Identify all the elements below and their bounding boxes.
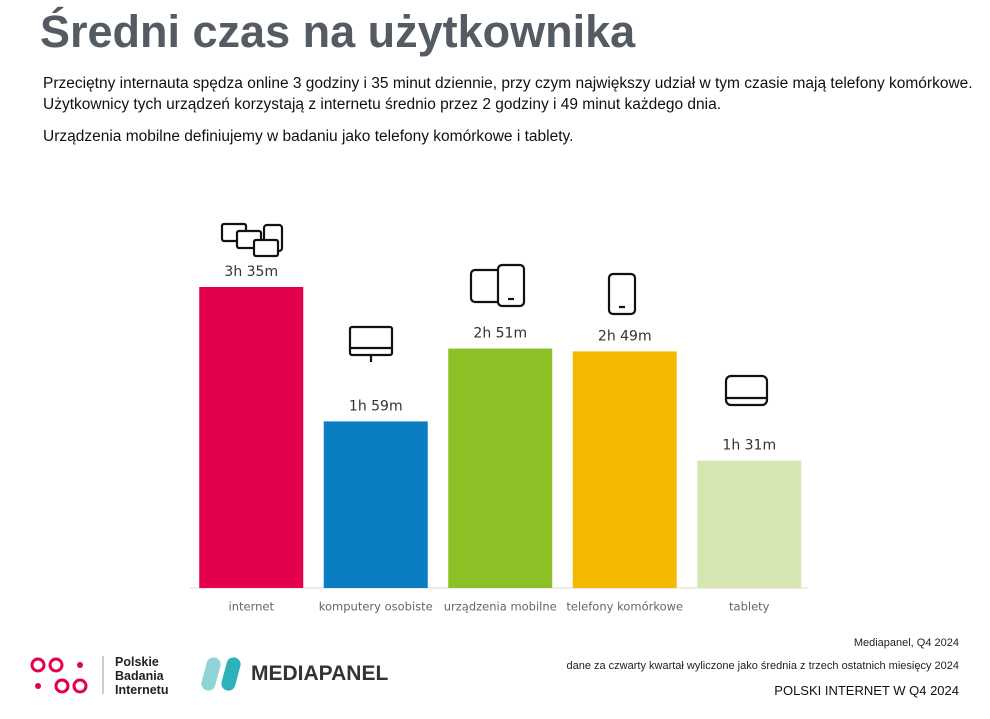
value-label: 1h 59m [349, 398, 403, 414]
description: Przeciętny internauta spędza online 3 go… [43, 75, 973, 113]
bar [323, 421, 428, 588]
mediapanel-name: MEDIAPANEL [251, 662, 389, 685]
description: Urządzenia mobilne definiujemy w badaniu… [43, 128, 574, 145]
icons [220, 222, 769, 407]
x-tick-label: internet [229, 600, 275, 614]
bar [697, 460, 802, 588]
icon [607, 272, 637, 316]
value-label: 2h 51m [473, 326, 527, 342]
value-label: 2h 49m [598, 328, 652, 344]
x-tick-label: tablety [729, 600, 770, 614]
pbi-line: Badania [115, 669, 164, 683]
pbi-line: Internetu [115, 683, 169, 697]
icon [348, 325, 394, 357]
x-tick-label: telefony komórkowe [566, 600, 683, 614]
x-tick-label: komputery osobiste [319, 600, 433, 614]
note: dane za czwarty kwartał wyliczone jako ś… [566, 660, 959, 672]
pbi-name: Polskie Badania Internetu [115, 655, 168, 697]
mediapanel-logo [201, 657, 241, 691]
value-label: 1h 31m [722, 438, 776, 454]
x-tick-label: urządzenia mobilne [444, 600, 557, 614]
icon [496, 263, 526, 308]
bar [199, 287, 304, 588]
report: POLSKI INTERNET W Q4 2024 [774, 683, 959, 698]
pbi-logo [30, 656, 104, 694]
bar [448, 348, 553, 588]
pbi-line: Polskie [115, 655, 159, 669]
bar [572, 351, 677, 588]
source: Mediapanel, Q4 2024 [853, 637, 959, 649]
icon [724, 374, 769, 407]
value-label: 3h 35m [224, 264, 278, 280]
title: Średni czas na użytkownika [40, 6, 636, 57]
icon [252, 238, 280, 258]
